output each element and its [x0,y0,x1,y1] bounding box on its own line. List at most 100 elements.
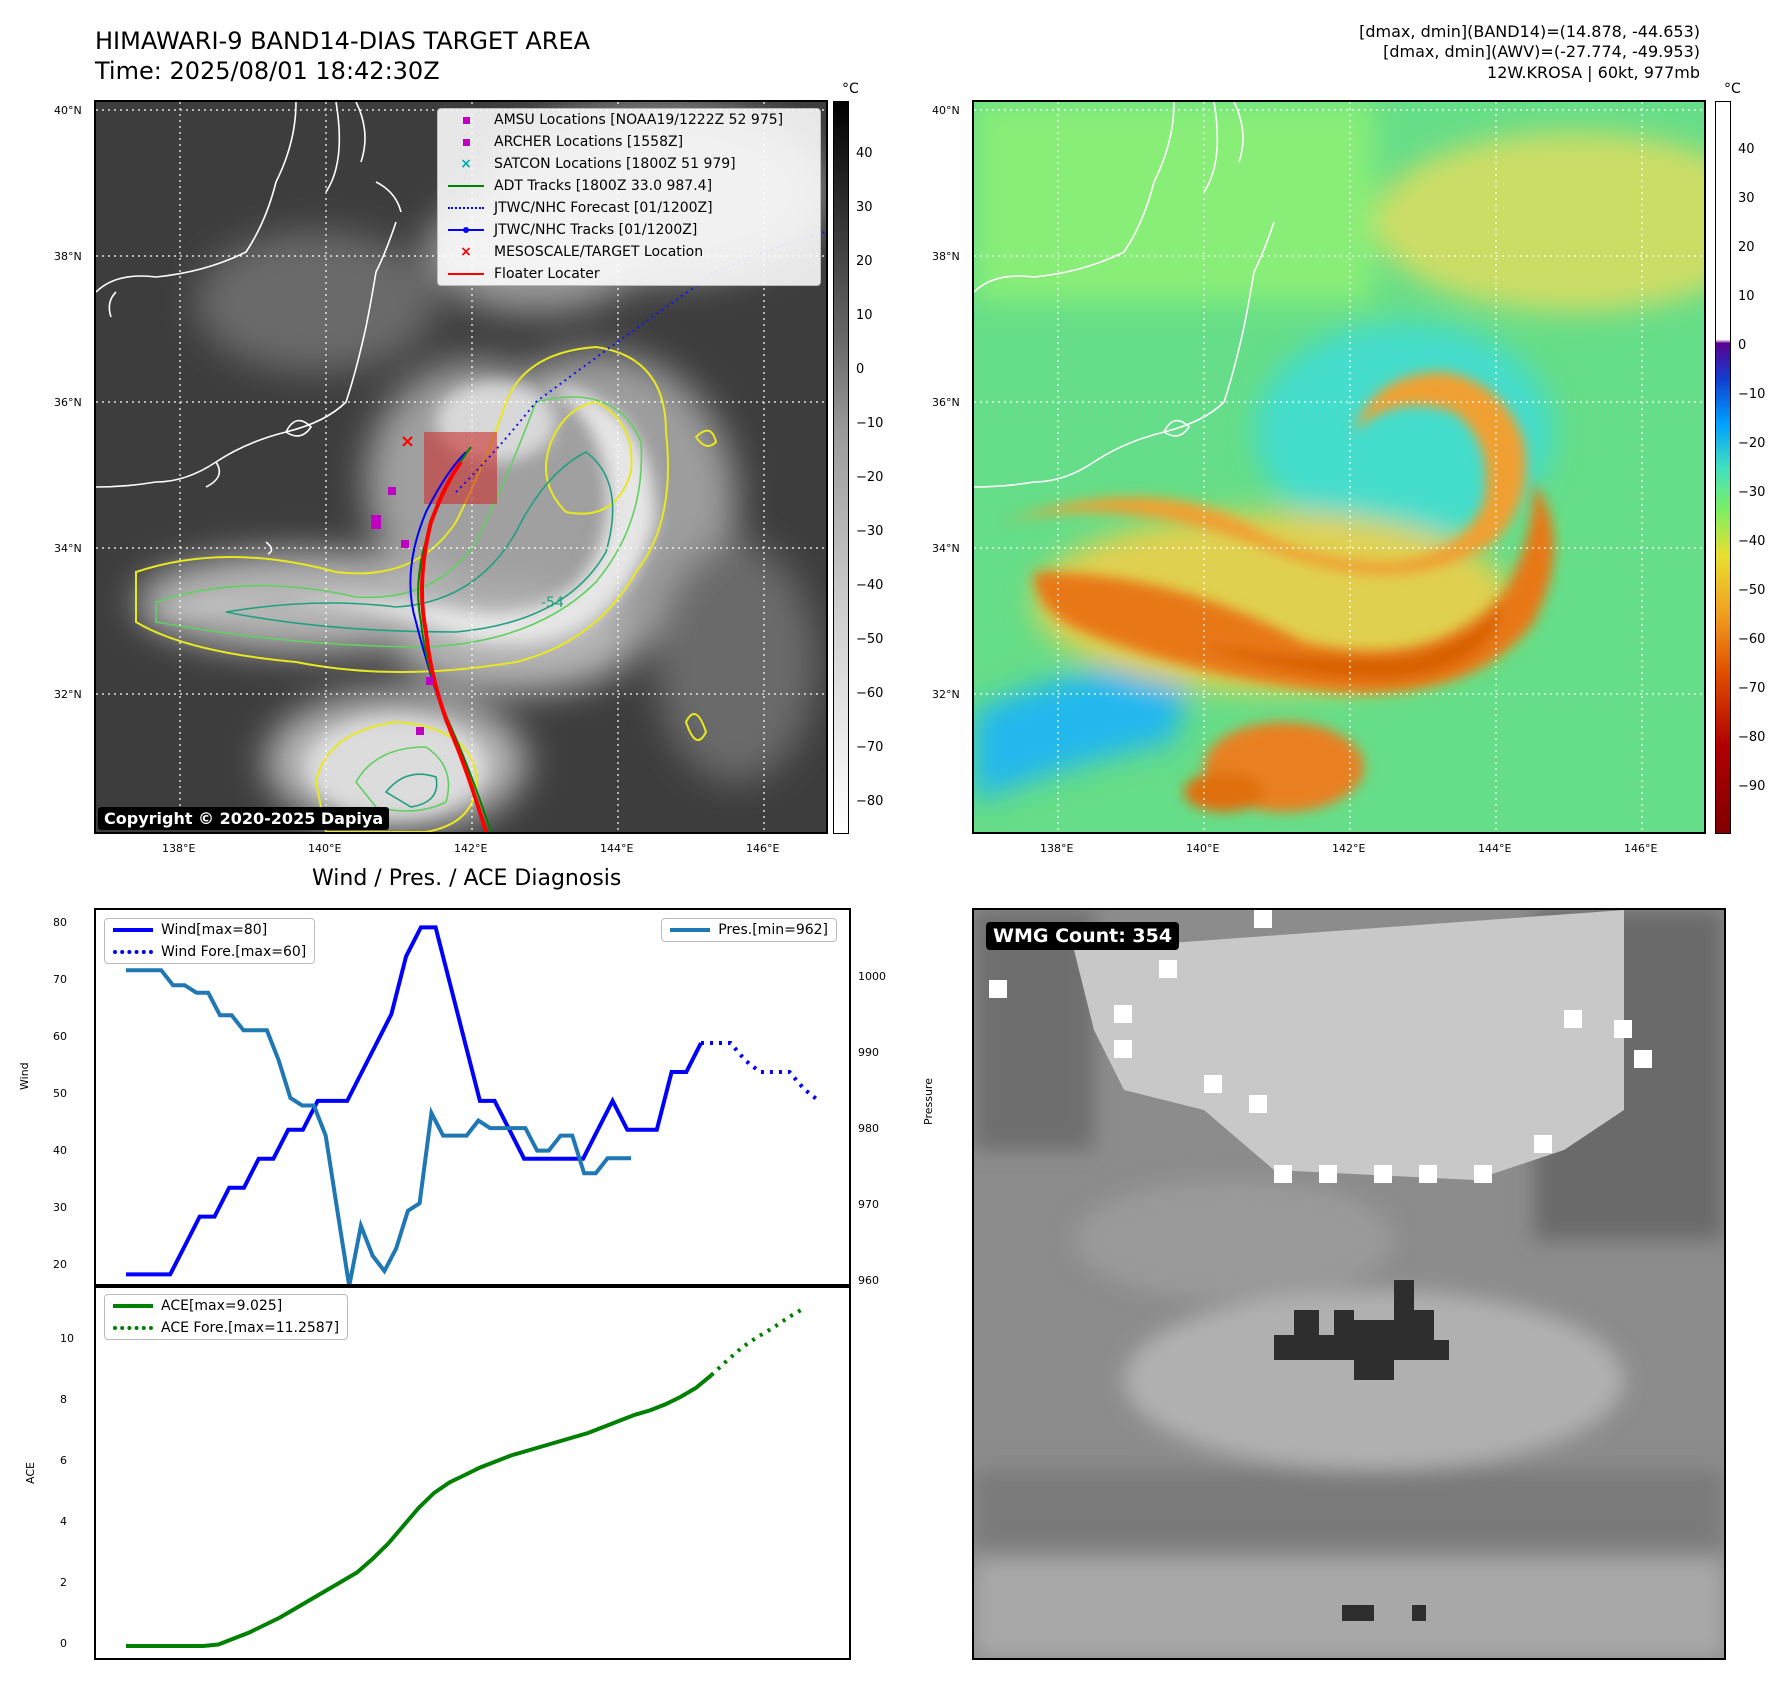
awv-tick: 40 [1738,142,1755,157]
ir-tick: −20 [856,470,884,485]
pressure-axis-label: Pressure [922,1078,935,1125]
lon-label: 142°E [454,842,488,855]
ir-tick: −60 [856,686,884,701]
lon-label: 146°E [746,842,780,855]
lat-label: 36°N [932,396,960,409]
lat-label: 40°N [932,104,960,117]
pressure-tick: 1000 [858,970,886,983]
awv-tick: 10 [1738,289,1755,304]
legend-wind-forecast: Wind Fore.[max=60] [105,941,314,963]
storm-info: 12W.KROSA | 60kt, 977mb [1487,63,1700,82]
lat-label: 34°N [932,542,960,555]
awv-tick: 0 [1738,338,1747,353]
legend-ace-forecast: ACE Fore.[max=11.2587] [105,1317,347,1339]
awv-map-panel [972,100,1706,834]
floater-track [420,460,488,832]
ace-tick: 4 [60,1515,67,1528]
ace-tick: 2 [60,1576,67,1589]
ir-tick: 0 [856,362,865,377]
lat-label: 32°N [54,688,82,701]
coastline [96,102,402,555]
map-time: Time: 2025/08/01 18:42:30Z [95,57,440,85]
ir-tick: −70 [856,740,884,755]
legend-forecast: JTWC/NHC Forecast [01/1200Z] [438,197,820,219]
pressure-legend: Pres.[min=962] [661,918,837,942]
ace-tick: 10 [60,1332,74,1345]
wind-pressure-plot [126,925,821,1286]
legend-archer: ARCHER Locations [1558Z] [438,131,820,153]
pressure-series-line [126,968,632,1286]
wmg-eye [1274,1280,1449,1380]
wind-tick: 60 [53,1030,67,1043]
lat-lon-grid [974,102,1704,832]
wind-axis-label: Wind [18,1062,31,1090]
ir-tick: 30 [856,200,873,215]
awv-colorbar-unit: °C [1724,81,1741,97]
awv-tick: −60 [1738,632,1766,647]
awv-tick: 30 [1738,191,1755,206]
lon-label: 142°E [1332,842,1366,855]
pressure-tick: 980 [858,1122,879,1135]
diagnosis-title: Wind / Pres. / ACE Diagnosis [312,866,622,891]
wind-tick: 30 [53,1201,67,1214]
ir-map-panel: -54 [94,100,828,834]
awv-map-image [974,102,1704,832]
ace-panel: ACE[max=9.025] ACE Fore.[max=11.2587] [94,1284,851,1660]
pressure-tick: 970 [858,1198,879,1211]
lon-label: 140°E [308,842,342,855]
awv-tick: −30 [1738,485,1766,500]
ir-tick: 10 [856,308,873,323]
copyright-label: Copyright © 2020-2025 Dapiya [98,807,390,830]
legend-target: × MESOSCALE/TARGET Location [460,244,704,260]
wind-tick: 80 [53,916,67,929]
pressure-tick: 990 [858,1046,879,1059]
ir-tick: −50 [856,632,884,647]
lon-label: 138°E [162,842,196,855]
awv-colorbar [1715,101,1731,834]
coastline [974,102,1275,488]
pressure-tick: 960 [858,1274,879,1287]
legend-pressure: Pres.[min=962] [662,919,836,941]
awv-tick: −70 [1738,681,1766,696]
map-legend: AMSU Locations [NOAA19/1222Z 52 975] ARC… [437,108,821,286]
awv-tick: 20 [1738,240,1755,255]
ace-axis-label: ACE [24,1462,37,1484]
band14-range: [dmax, dmin](BAND14)=(14.878, -44.653) [1359,22,1700,41]
lat-label: 38°N [54,250,82,263]
legend-satcon: × SATCON Locations [1800Z 51 979] [460,156,736,172]
ace-tick: 8 [60,1393,67,1406]
lon-label: 146°E [1624,842,1658,855]
ace-forecast-line [709,1306,805,1377]
ir-tick: −40 [856,578,884,593]
wmg-warm-ring [989,910,1652,1183]
awv-tick: −50 [1738,583,1766,598]
legend-amsu: AMSU Locations [NOAA19/1222Z 52 975] [438,109,820,131]
lon-label: 144°E [600,842,634,855]
legend-floater: Floater Locater [438,263,820,285]
awv-range: [dmax, dmin](AWV)=(-27.774, -49.953) [1383,42,1700,61]
map-title: HIMAWARI-9 BAND14-DIAS TARGET AREA [95,27,591,55]
ace-tick: 0 [60,1637,67,1650]
ir-tick: 20 [856,254,873,269]
legend-adt: ADT Tracks [1800Z 33.0 987.4] [438,175,820,197]
wmg-panel: WMG Count: 354 [972,908,1726,1660]
ir-tick: 40 [856,146,873,161]
contour-label: -54 [541,595,564,611]
wmg-image [974,910,1724,1658]
wmg-count-badge: WMG Count: 354 [986,922,1180,950]
lat-label: 34°N [54,542,82,555]
ir-tick: −10 [856,416,884,431]
lat-label: 36°N [54,396,82,409]
amsu-points [371,487,434,735]
lat-label: 32°N [932,688,960,701]
awv-tick: −40 [1738,534,1766,549]
lat-label: 38°N [932,250,960,263]
ace-legend: ACE[max=9.025] ACE Fore.[max=11.2587] [104,1294,349,1340]
awv-tick: −90 [1738,779,1766,794]
legend-tracks: JTWC/NHC Tracks [01/1200Z] [438,219,820,241]
wind-tick: 50 [53,1087,67,1100]
lon-label: 140°E [1186,842,1220,855]
awv-tick: −80 [1738,730,1766,745]
awv-tick: −20 [1738,436,1766,451]
ir-colorbar-unit: °C [842,81,859,97]
